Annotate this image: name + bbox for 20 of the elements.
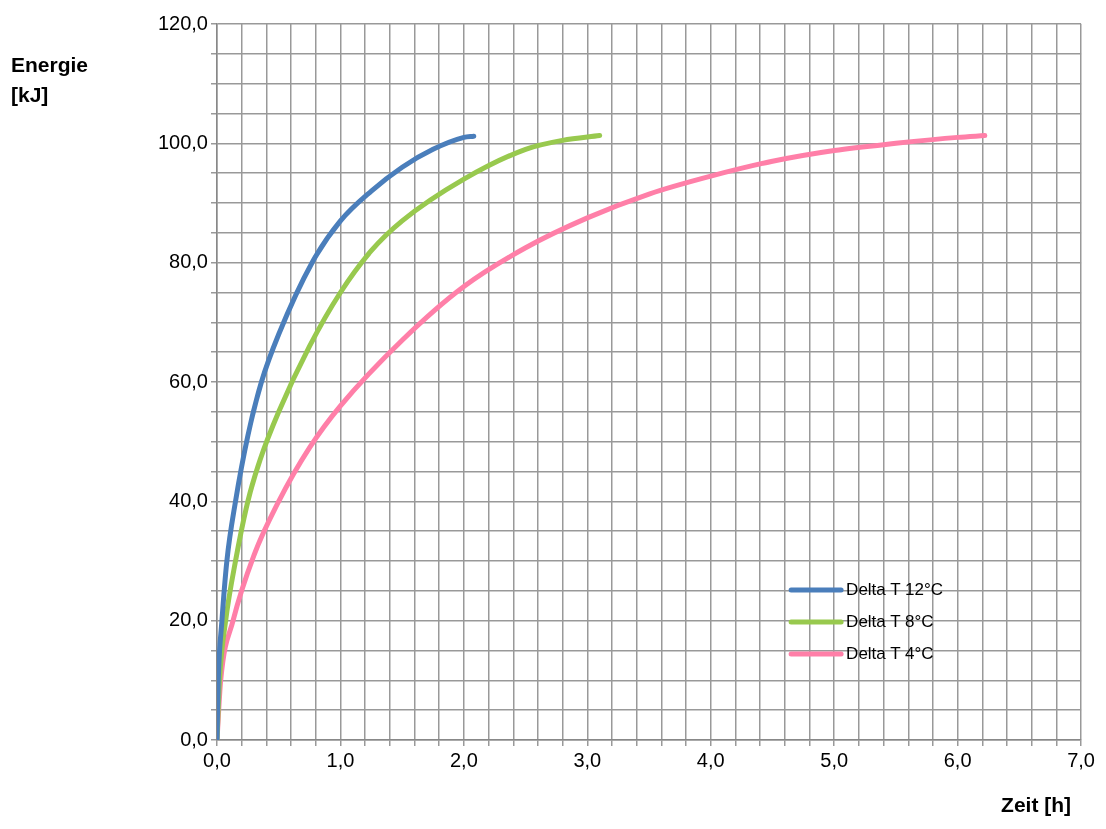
y-tick-label: 120,0	[157, 11, 208, 34]
y-tick-label: 0,0	[180, 727, 208, 750]
y-tick-label: 80,0	[169, 250, 208, 273]
y-tick-label: 40,0	[169, 488, 208, 511]
y-tick-label: 20,0	[169, 608, 208, 631]
x-tick-label: 5,0	[820, 748, 849, 771]
legend-label: Delta T 4°C	[846, 643, 934, 663]
x-tick-label: 1,0	[326, 748, 355, 771]
legend-label: Delta T 12°C	[846, 579, 943, 599]
x-axis-title: Zeit [h]	[1001, 793, 1072, 817]
x-tick-label: 4,0	[696, 748, 725, 771]
x-tick-label: 6,0	[943, 748, 972, 771]
y-tick-label: 100,0	[157, 130, 208, 153]
x-tick-label: 2,0	[449, 748, 478, 771]
y-axis-title: Energie [kJ]	[11, 53, 89, 107]
x-tick-label: 0,0	[203, 748, 231, 771]
y-tick-label: 60,0	[169, 369, 208, 392]
legend-label: Delta T 8°C	[846, 611, 934, 631]
x-tick-label: 7,0	[1067, 748, 1095, 771]
x-tick-label: 3,0	[573, 748, 602, 771]
